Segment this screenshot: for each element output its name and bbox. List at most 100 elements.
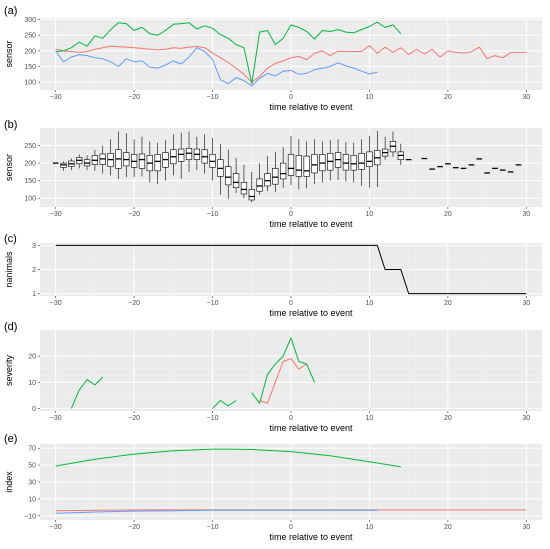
data-layer — [70, 337, 315, 409]
box-body — [264, 173, 271, 187]
box-2 — [303, 141, 310, 189]
box-12 — [382, 136, 389, 160]
y-tick-label: 300 — [24, 17, 36, 24]
box-8 — [350, 142, 357, 183]
x-tick-label: 10 — [366, 524, 374, 531]
box--21 — [123, 133, 130, 178]
y-tick-label: 200 — [24, 161, 36, 168]
x-tick-label: 30 — [522, 300, 530, 307]
panel-label: (d) — [4, 321, 17, 333]
panel-label: (b) — [4, 119, 17, 131]
y-tick-label: 70 — [28, 446, 36, 453]
y-tick-label: 0 — [32, 406, 36, 413]
x-tick-label: 0 — [289, 94, 293, 101]
data-layer — [52, 130, 522, 203]
box--2 — [272, 151, 279, 192]
y-tick-label: 50 — [28, 463, 36, 470]
x-axis-title: time relative to event — [269, 532, 353, 542]
y-tick-label: 150 — [24, 178, 36, 185]
box--5 — [248, 171, 255, 203]
y-tick-label: 1 — [32, 291, 36, 298]
y-axis-title: sensor — [4, 154, 14, 181]
box--3 — [264, 156, 271, 192]
box-7 — [342, 142, 350, 182]
box-body — [256, 178, 263, 192]
y-tick-label: 100 — [24, 80, 36, 87]
box-body — [178, 148, 185, 162]
x-tick-label: 30 — [522, 94, 530, 101]
box--12 — [193, 136, 200, 171]
x-tick-label: −30 — [50, 415, 62, 422]
box-body — [358, 152, 365, 170]
box--17 — [154, 142, 161, 185]
x-tick-label: −10 — [207, 211, 219, 218]
x-tick-label: 10 — [366, 94, 374, 101]
box--9 — [217, 143, 224, 195]
x-tick-label: 0 — [289, 524, 293, 531]
y-axis-title: nanimals — [4, 251, 14, 288]
x-tick-label: 20 — [444, 94, 452, 101]
y-tick-label: 250 — [24, 33, 36, 40]
y-tick-label: 250 — [24, 143, 36, 150]
box-body — [240, 182, 248, 195]
x-tick-label: −30 — [50, 211, 62, 218]
x-tick-label: −30 — [50, 524, 62, 531]
data-layer — [55, 21, 527, 87]
data-layer — [55, 448, 527, 514]
y-axis-title: sensor — [4, 40, 14, 67]
box--1 — [280, 147, 287, 188]
x-tick-label: −30 — [50, 94, 62, 101]
box--16 — [162, 140, 169, 181]
box--28 — [68, 158, 75, 171]
box-body — [287, 154, 295, 176]
x-tick-label: 0 — [289, 415, 293, 422]
box-9 — [358, 139, 365, 186]
x-tick-label: 20 — [444, 300, 452, 307]
box-body — [280, 162, 287, 180]
y-tick-label: −10 — [24, 513, 36, 520]
box--18 — [146, 141, 153, 183]
box--7 — [232, 157, 240, 193]
series-series_b-line — [55, 448, 401, 468]
panel-c: (c) −30 −20 −10 0 10 20 30 1 2 3 time relative to e… — [4, 233, 542, 318]
series-series_a-line — [55, 45, 527, 83]
x-tick-label: 20 — [444, 524, 452, 531]
y-tick-label: 200 — [24, 48, 36, 55]
box-0 — [287, 135, 295, 185]
series-line-line — [55, 244, 527, 295]
x-tick-label: 30 — [522, 524, 530, 531]
box--19 — [138, 136, 146, 177]
x-tick-label: −20 — [128, 524, 140, 531]
box--6 — [240, 164, 248, 199]
box--29 — [60, 161, 67, 171]
y-tick-label: 3 — [32, 243, 36, 250]
box--11 — [201, 134, 208, 174]
x-tick-label: 10 — [366, 300, 374, 307]
x-tick-label: 10 — [366, 415, 374, 422]
box--10 — [209, 137, 216, 181]
box--25 — [91, 149, 99, 171]
box--22 — [115, 131, 122, 179]
panel-label: (e) — [4, 433, 17, 445]
x-tick-label: 20 — [444, 415, 452, 422]
box-13 — [389, 131, 397, 157]
x-tick-label: −30 — [50, 300, 62, 307]
series-series_a-line — [259, 358, 307, 404]
box-body — [272, 168, 279, 185]
box-body — [232, 173, 240, 188]
box-body — [350, 155, 357, 171]
box--27 — [76, 154, 83, 169]
box-body — [295, 155, 302, 177]
series-series_b-segment-1 — [212, 400, 237, 409]
panel-label: (c) — [4, 233, 17, 245]
panel-label: (a) — [4, 5, 17, 17]
box-body — [342, 154, 350, 171]
y-tick-label: 100 — [24, 196, 36, 203]
box-10 — [366, 135, 373, 188]
box-body — [154, 154, 161, 172]
y-tick-label: 10 — [28, 380, 36, 387]
box--20 — [131, 139, 138, 178]
panel-d: (d) −30 −20 −10 0 10 20 30 0 10 20 time relative to… — [4, 321, 542, 433]
box--26 — [83, 155, 91, 171]
